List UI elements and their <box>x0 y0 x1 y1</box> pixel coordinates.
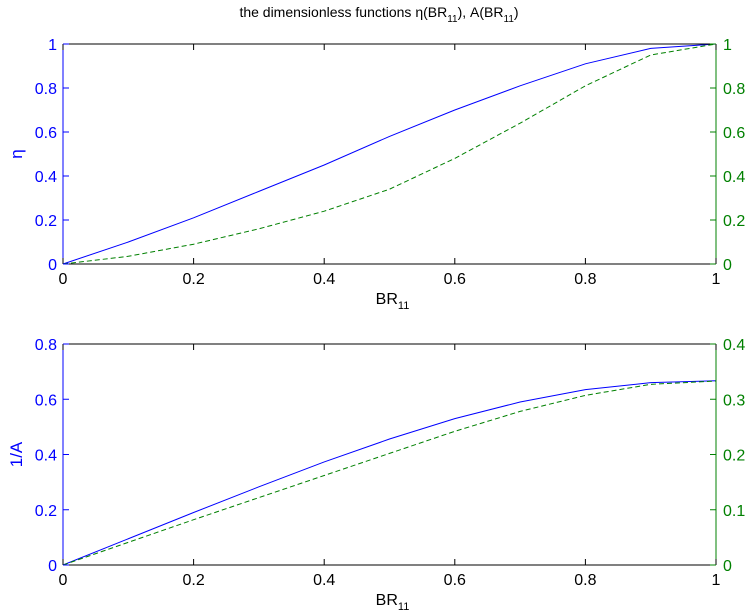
left-y-tick-label: 0.8 <box>35 81 57 98</box>
x-tick-label: 0 <box>59 572 68 589</box>
right-y-tick-label: 0.4 <box>723 337 745 354</box>
left-y-tick-label: 0.6 <box>35 125 57 142</box>
series-line-right <box>62 43 717 265</box>
figure-title-main: the dimensionless functions η(BR <box>239 4 447 20</box>
top-plot: 0 0.2 0.4 0.6 0.8 100.20.40.60.8100.20.40.60.… <box>7 37 745 312</box>
x-axis-label: BR11 <box>376 592 410 613</box>
figure-title-sub2: 11 <box>504 14 515 25</box>
x-tick-label: 0 <box>59 271 68 288</box>
x-tick-label: 0.2 <box>182 271 204 288</box>
bottom-plot: 0 0.2 0.4 0.6 0.8 100.20.40.60.800.10.20.30.4… <box>7 337 745 613</box>
x-tick-label: 1 <box>712 572 721 589</box>
x-axis-label-subscript: 11 <box>398 601 409 613</box>
right-y-tick-label: 1 <box>723 37 732 54</box>
right-y-tick-label: 0.1 <box>723 503 745 520</box>
right-y-tick-label: 0.8 <box>723 81 745 98</box>
figure-title-mid: ), A(BR <box>458 4 504 20</box>
series-line-left <box>62 43 717 265</box>
series-line-right <box>62 380 717 566</box>
figure-title-end: ) <box>514 4 519 20</box>
left-y-tick-label: 1 <box>48 37 57 54</box>
left-y-tick-label: 0.2 <box>35 213 57 230</box>
figure-title: the dimensionless functions η(BR11), A(B… <box>239 4 518 25</box>
left-y-tick-label: 0.8 <box>35 337 57 354</box>
left-y-tick-label: 0.2 <box>35 503 57 520</box>
right-y-tick-label: 0 <box>723 558 732 575</box>
x-tick-label: 0.6 <box>444 271 466 288</box>
right-y-tick-label: 0.6 <box>723 125 745 142</box>
x-tick-label: 0.4 <box>313 572 335 589</box>
right-y-tick-label: 0.4 <box>723 169 745 186</box>
figure-title-sub1: 11 <box>447 14 458 25</box>
x-axis-label: BR11 <box>376 291 410 312</box>
series-line-left <box>62 380 717 566</box>
right-y-tick-label: 0.2 <box>723 213 745 230</box>
left-y-axis-label: η <box>7 149 26 158</box>
x-tick-label: 0.2 <box>182 572 204 589</box>
x-axis-label-subscript: 11 <box>398 300 409 312</box>
right-y-tick-label: 0 <box>723 257 732 274</box>
x-tick-label: 1 <box>712 271 721 288</box>
x-axis-label-text: BR <box>376 291 398 308</box>
left-y-axis-label: 1/A <box>7 441 26 467</box>
left-y-tick-label: 0.6 <box>35 392 57 409</box>
left-y-tick-label: 0 <box>48 257 57 274</box>
x-tick-label: 0.4 <box>313 271 335 288</box>
x-axis-label-text: BR <box>376 592 398 609</box>
right-y-tick-label: 0.3 <box>723 392 745 409</box>
left-y-tick-label: 0.4 <box>35 448 57 465</box>
x-tick-label: 0.6 <box>444 572 466 589</box>
x-tick-label: 0.8 <box>574 271 596 288</box>
left-y-tick-label: 0 <box>48 558 57 575</box>
x-tick-label: 0.8 <box>574 572 596 589</box>
left-y-tick-label: 0.4 <box>35 169 57 186</box>
right-y-tick-label: 0.2 <box>723 448 745 465</box>
